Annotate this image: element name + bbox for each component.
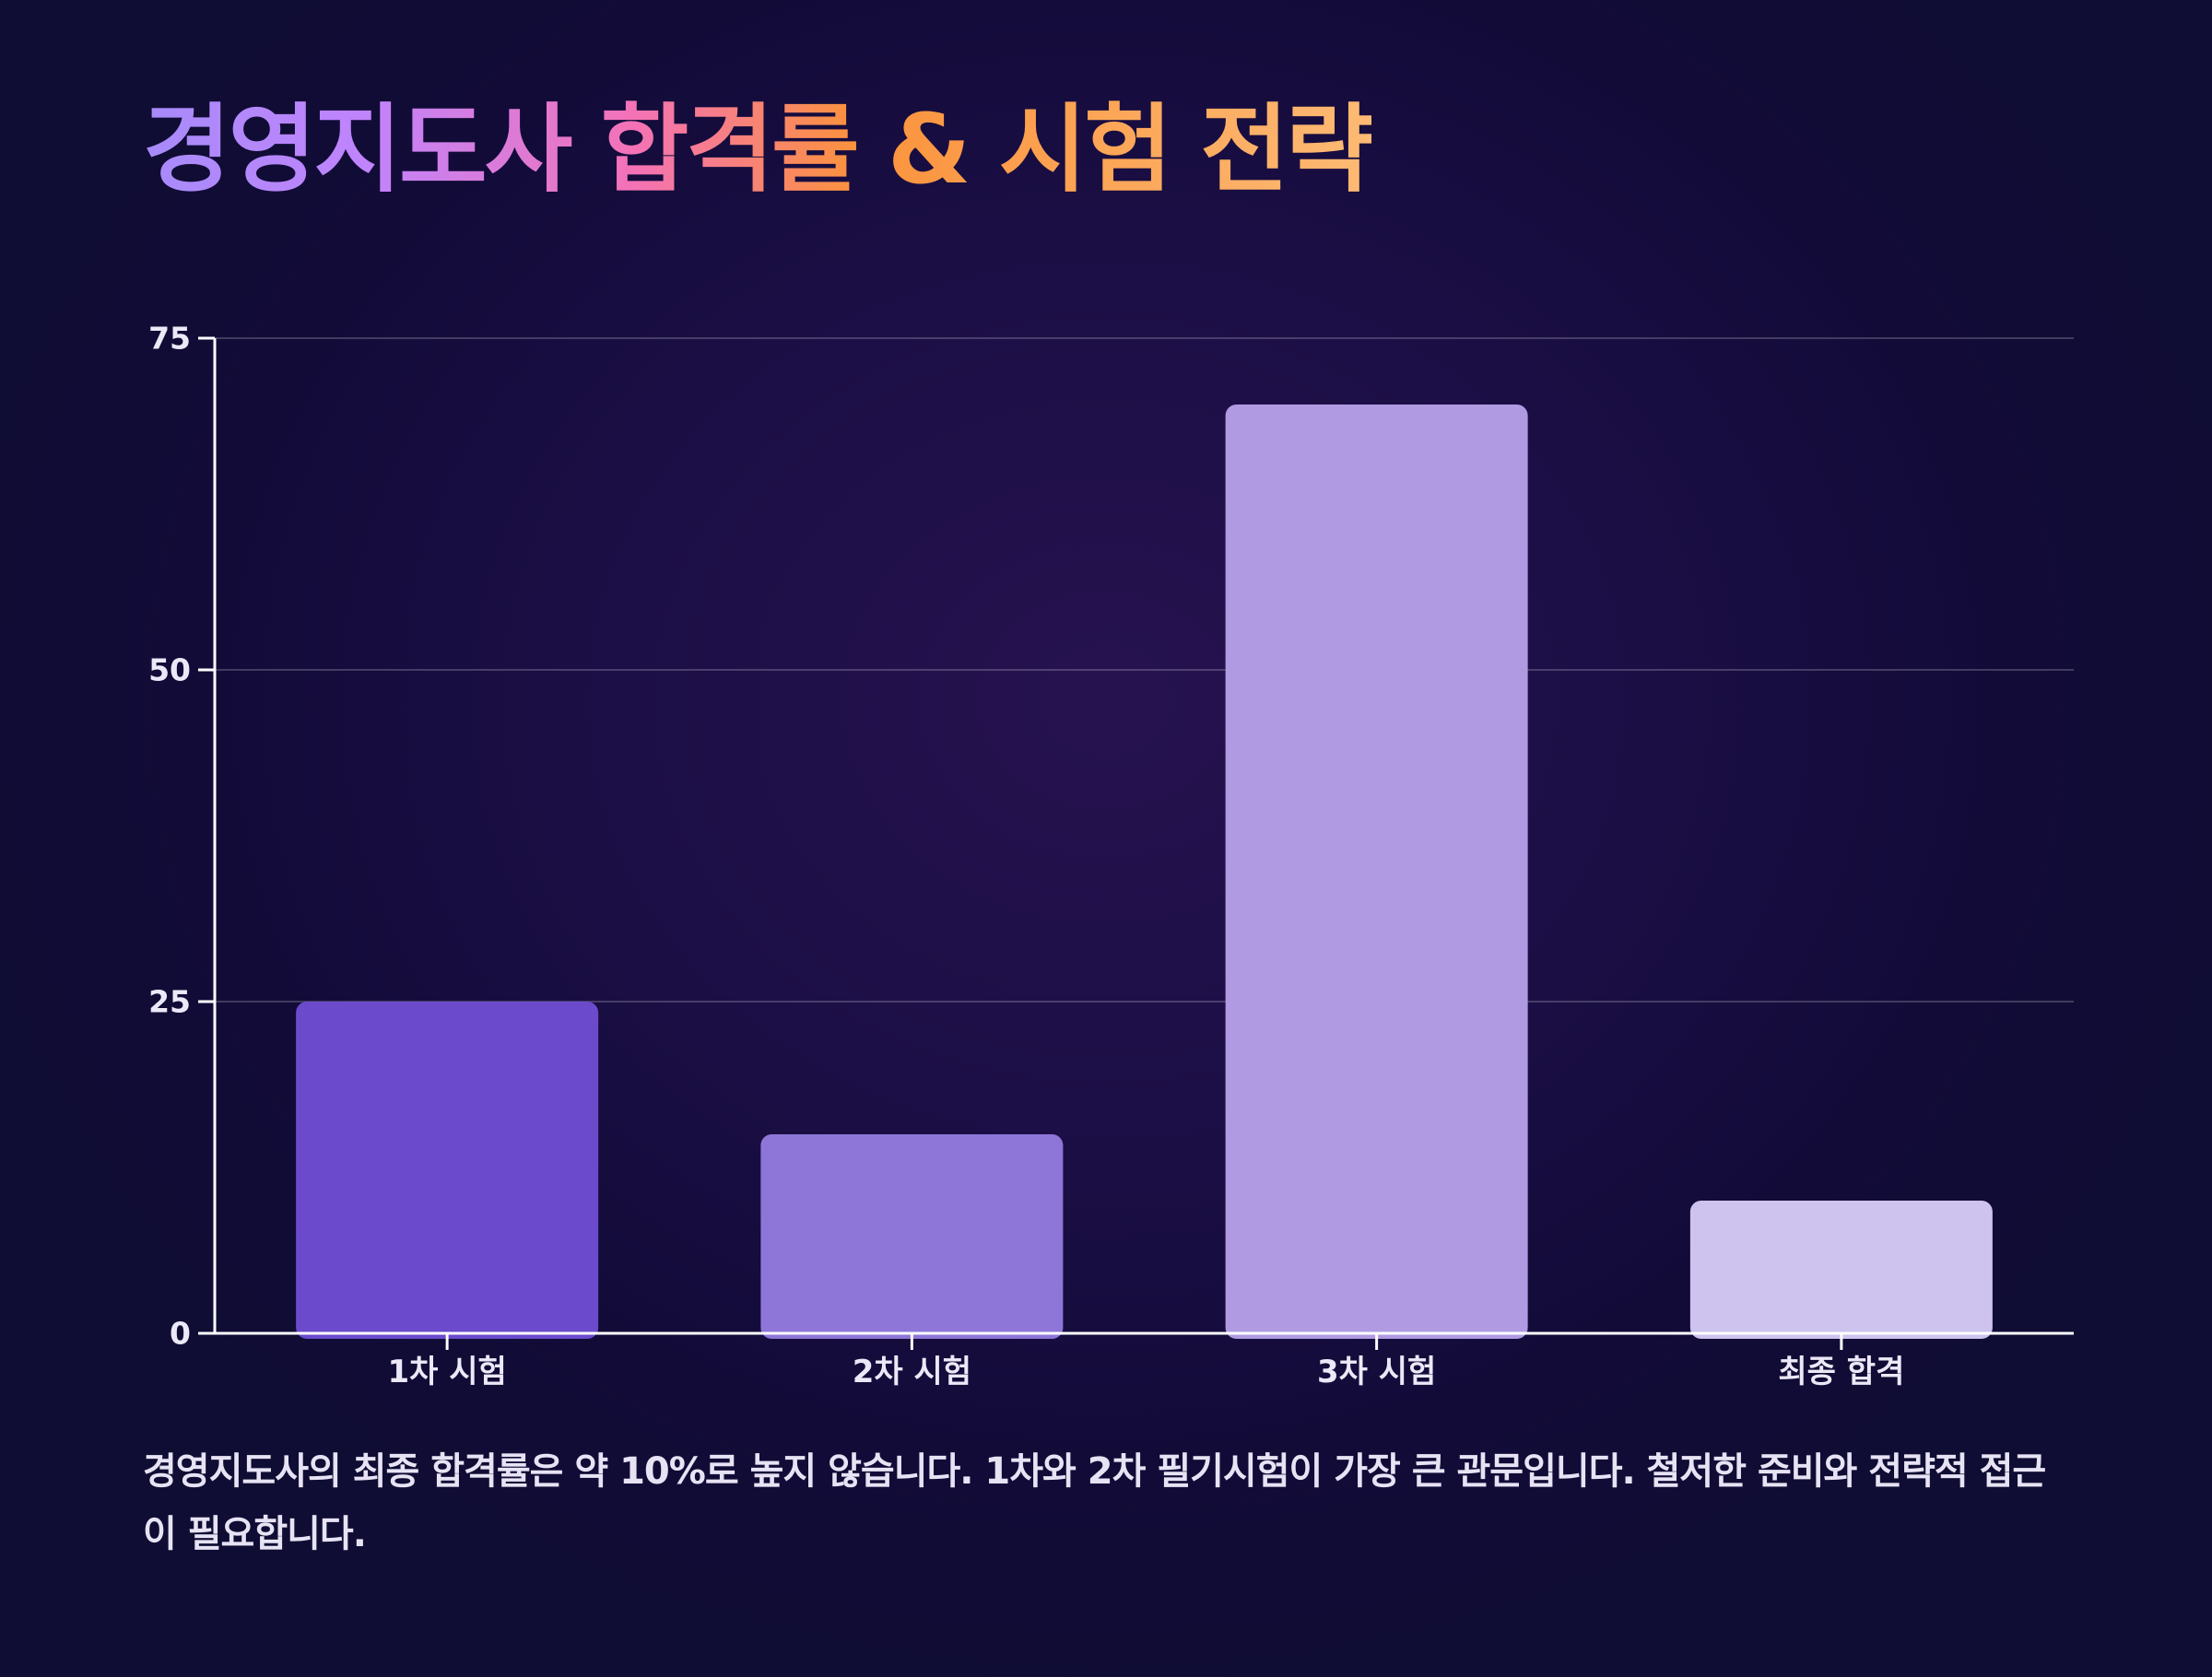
tick-labels: 0 25 50 75 1차 시험 2차 시험 3차 시험 최종 합격 xyxy=(148,321,1904,1391)
x-tick-label: 2차 시험 xyxy=(853,1354,971,1390)
bar-4 xyxy=(1689,1201,1993,1339)
x-tick-label: 3차 시험 xyxy=(1317,1354,1436,1390)
y-tick-label: 0 xyxy=(170,1316,191,1352)
chart-caption: 경영지도사의 최종 합격률은 약 10%로 높지 않습니다. 1차와 2차 필기… xyxy=(143,1450,2046,1555)
axes xyxy=(198,336,2074,1350)
bar-chart: 0 25 50 75 1차 시험 2차 시험 3차 시험 최종 합격 xyxy=(148,320,2074,1391)
bar-1 xyxy=(296,1002,599,1339)
y-tick-label: 25 xyxy=(148,984,191,1020)
bars xyxy=(296,405,1993,1339)
bar-3 xyxy=(1225,405,1528,1339)
x-tick-label: 1차 시험 xyxy=(387,1354,506,1390)
chart-title: 경영지도사 합격률 & 시험 전략 xyxy=(143,93,1374,205)
gridlines xyxy=(215,337,2074,1003)
y-tick-label: 75 xyxy=(148,321,191,357)
bar-2 xyxy=(760,1134,1064,1339)
y-tick-label: 50 xyxy=(148,652,191,688)
x-tick-label: 최종 합격 xyxy=(1778,1354,1904,1390)
